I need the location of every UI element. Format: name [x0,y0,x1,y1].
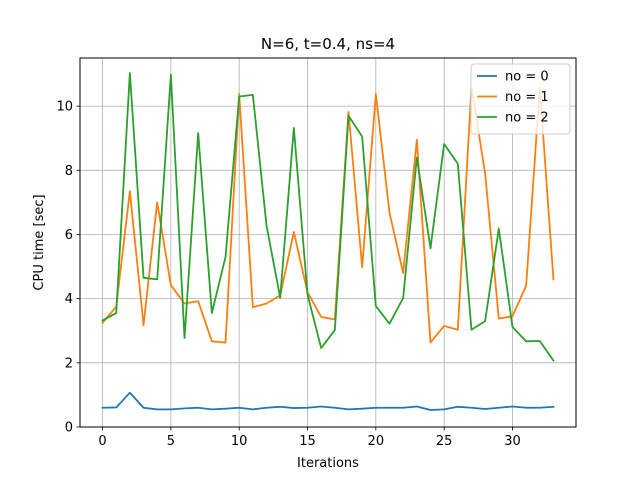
series-line-2 [101,72,555,362]
x-tick-label: 15 [299,434,316,449]
plot-frame [79,57,577,428]
x-tick-label: 10 [231,434,248,449]
y-tick-label: 6 [65,228,73,243]
x-axis-label: Iterations [297,456,359,471]
chart-title: N=6, t=0.4, ns=4 [261,35,395,53]
series-line-0 [101,391,555,411]
y-tick-label: 10 [56,100,73,115]
x-tick-label: 20 [368,434,385,449]
legend-label-0: no = 0 [505,70,549,85]
y-tick-label: 2 [65,356,73,371]
legend-label-1: no = 1 [505,90,549,105]
y-axis-label: CPU time [sec] [32,194,47,290]
x-tick-label: 25 [436,434,453,449]
legend-label-2: no = 2 [505,111,549,126]
legend: no = 0 no = 1 no = 2 [470,63,571,135]
y-tick-label: 8 [65,164,73,179]
x-tick-label: 30 [504,434,521,449]
y-tick-label: 4 [65,292,73,307]
y-tick-label: 0 [65,421,73,436]
ticks-layer: 0 5 10 15 20 25 30 0 2 4 6 8 10 [56,100,520,449]
x-tick-label: 0 [98,434,106,449]
x-tick-label: 5 [167,434,175,449]
